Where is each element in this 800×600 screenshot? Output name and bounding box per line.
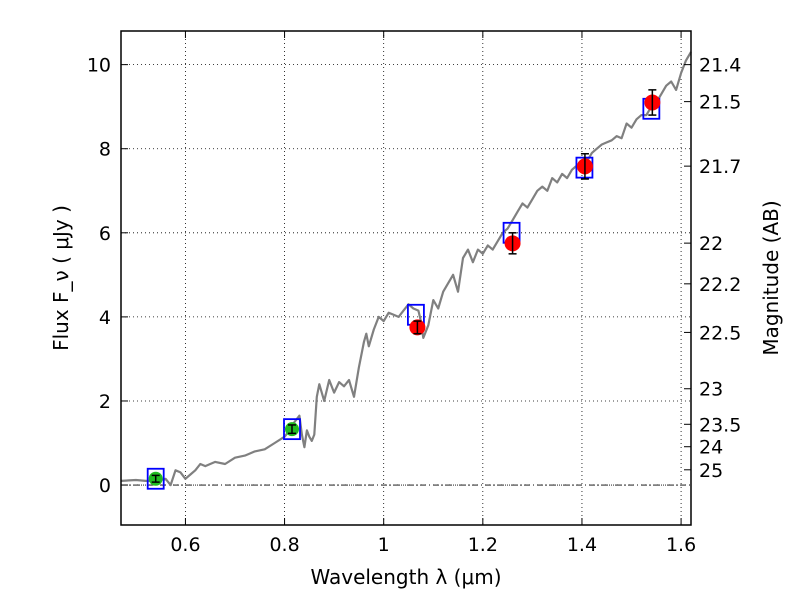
y-tick-label: 6	[99, 223, 111, 245]
x-tick-label: 1.6	[666, 534, 696, 556]
y2-tick-label: 21.7	[699, 156, 741, 178]
model-box	[283, 418, 301, 441]
y2-tick-label: 22.2	[699, 274, 741, 296]
y-tick-label: 4	[99, 307, 111, 329]
y2-tick-label: 23	[699, 379, 723, 401]
spectrum-series	[120, 51, 692, 487]
y2-tick-label: 22.5	[699, 322, 741, 344]
y2-axis-title: Magnitude (AB)	[759, 200, 783, 355]
spectrum-line	[120, 51, 692, 487]
model-box	[146, 467, 165, 490]
y2-tick-label: 22	[699, 233, 723, 255]
x-axis-title: Wavelength λ (μm)	[310, 565, 501, 589]
measured-points	[148, 89, 661, 486]
y-axis: 0 2 4 6 8 10	[87, 55, 128, 497]
y-axis-title: Flux F_ν ( μJy )	[49, 205, 73, 351]
x-tick-label: 0.6	[170, 534, 200, 556]
y2-tick-label: 24	[699, 437, 723, 459]
x-tick-label: 1.2	[468, 534, 498, 556]
y2-tick-label: 21.5	[699, 92, 741, 114]
x-axis: 0.6 0.8 1 1.2 1.4 1.6	[170, 31, 696, 556]
model-points	[146, 97, 661, 490]
y2-tick-label: 25	[699, 460, 723, 482]
x-tick-label: 1.4	[567, 534, 597, 556]
y2-tick-label: 21.4	[699, 55, 741, 77]
x-tick-label: 0.8	[269, 534, 299, 556]
x-tick-label: 1	[378, 534, 390, 556]
plot-frame	[120, 30, 692, 526]
y-tick-label: 2	[99, 391, 111, 413]
y-tick-label: 10	[87, 55, 111, 77]
grid	[121, 31, 691, 525]
y2-tick-label: 23.5	[699, 414, 741, 436]
y-tick-label: 8	[99, 139, 111, 161]
y-tick-label: 0	[99, 475, 111, 497]
